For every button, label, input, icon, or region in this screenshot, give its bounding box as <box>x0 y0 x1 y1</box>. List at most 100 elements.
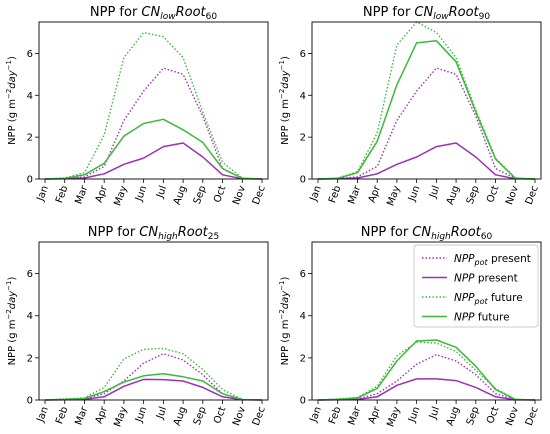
x-tick-label: Sep <box>465 405 482 426</box>
x-tick-label: Jan <box>35 405 51 424</box>
panel-title: NPP for CNlowRoot90 <box>363 5 491 22</box>
x-tick-label: May <box>112 184 129 207</box>
series-line-2 <box>44 378 263 401</box>
x-tick-label: Feb <box>54 405 70 425</box>
y-tick-label: 0 <box>27 396 33 407</box>
x-tick-label: Apr <box>94 183 111 204</box>
x-tick-label: Nov <box>504 405 521 427</box>
series-line-4 <box>44 118 263 180</box>
y-tick-label: 4 <box>300 91 306 102</box>
x-tick-label: Mar <box>73 404 90 426</box>
x-tick-label: Jul <box>427 184 442 200</box>
y-tick-label: 2 <box>27 133 33 144</box>
x-tick-label: Jul <box>154 405 169 421</box>
x-tick-label: Mar <box>73 183 90 205</box>
x-tick-label: Jun <box>133 405 149 424</box>
x-tick-label: Jul <box>427 405 442 421</box>
x-tick-label: Dec <box>251 184 268 206</box>
x-tick-label: May <box>112 405 129 428</box>
y-tick-label: 4 <box>300 311 306 322</box>
panel-4: NPP for CNhighRoot60 NPP (g m−2day−1) 0 2 4 6… <box>278 225 542 428</box>
series-line-1 <box>44 67 263 180</box>
y-axis-label: NPP (g m−2day−1) <box>278 276 291 365</box>
legend-label: NPP present <box>454 273 518 285</box>
plot-frame <box>311 241 542 401</box>
series-line-4 <box>317 40 536 180</box>
x-tick-label: Dec <box>524 405 541 427</box>
series-line-2 <box>317 142 536 180</box>
y-tick-label: 6 <box>27 49 33 60</box>
panel-1: NPP for CNlowRoot60 NPP (g m−2day−1) 0 2 4 6 J… <box>5 5 269 207</box>
x-tick-label: Sep <box>465 184 482 205</box>
y-tick-label: 6 <box>27 269 33 280</box>
x-tick-label: Jan <box>308 184 324 203</box>
x-tick-label: Oct <box>485 184 501 204</box>
x-tick-label: Feb <box>327 405 343 425</box>
x-tick-label: Jul <box>154 184 169 200</box>
x-tick-label: Sep <box>192 184 209 205</box>
legend-label: NPP future <box>454 312 510 324</box>
series-line-2 <box>317 378 536 401</box>
x-tick-label: Sep <box>192 405 209 426</box>
legend-box <box>413 244 539 328</box>
series-line-4 <box>317 339 536 401</box>
x-tick-label: Aug <box>445 405 462 427</box>
x-tick-label: May <box>385 405 402 428</box>
series-line-1 <box>317 67 536 180</box>
panel-2: NPP for CNlowRoot90 NPP (g m−2day−1) 0 2 4 6 J… <box>278 5 542 207</box>
legend-label: NPPpot future <box>454 292 523 306</box>
y-tick-label: 0 <box>300 396 306 407</box>
series-line-3 <box>317 341 536 401</box>
x-tick-label: Oct <box>212 405 228 425</box>
x-tick-label: Dec <box>524 184 541 206</box>
x-tick-label: Mar <box>346 404 363 426</box>
x-tick-label: Jun <box>406 184 422 203</box>
y-tick-label: 0 <box>300 175 306 186</box>
x-tick-label: Aug <box>445 184 462 206</box>
x-tick-label: Jan <box>308 405 324 424</box>
x-tick-label: Jan <box>35 184 51 203</box>
panel-title: NPP for CNhighRoot25 <box>88 225 219 242</box>
x-tick-label: Apr <box>94 404 111 425</box>
x-tick-label: Dec <box>251 405 268 427</box>
y-axis-label: NPP (g m−2day−1) <box>5 276 18 365</box>
panel-3: NPP for CNhighRoot25 NPP (g m−2day−1) 0 2 4 6… <box>5 225 269 428</box>
panel-title: NPP for CNhighRoot60 <box>361 225 493 242</box>
y-tick-label: 4 <box>27 91 33 102</box>
x-tick-label: Jun <box>406 405 422 424</box>
y-tick-label: 4 <box>27 311 33 322</box>
y-tick-label: 6 <box>300 49 306 60</box>
x-tick-label: Jun <box>133 184 149 203</box>
y-tick-label: 2 <box>300 353 306 364</box>
y-axis-label: NPP (g m−2day−1) <box>278 56 291 145</box>
x-tick-label: Oct <box>485 405 501 425</box>
x-tick-label: Nov <box>231 405 248 427</box>
x-tick-label: Aug <box>172 405 189 427</box>
x-tick-label: Feb <box>54 184 70 204</box>
x-tick-label: Apr <box>367 183 384 204</box>
plot-frame <box>38 241 269 401</box>
series-line-3 <box>44 31 263 180</box>
x-tick-label: Nov <box>231 184 248 206</box>
y-tick-label: 0 <box>27 175 33 186</box>
panel-title: NPP for CNlowRoot60 <box>90 5 218 22</box>
plot-frame <box>38 21 269 180</box>
x-tick-label: Feb <box>327 184 343 204</box>
y-tick-label: 2 <box>300 133 306 144</box>
series-line-1 <box>44 353 263 401</box>
x-tick-label: Mar <box>346 183 363 205</box>
legend-label: NPPpot present <box>454 253 531 267</box>
x-tick-label: Apr <box>367 404 384 425</box>
series-line-3 <box>317 21 536 180</box>
y-axis-label: NPP (g m−2day−1) <box>5 56 18 145</box>
series-line-2 <box>44 142 263 180</box>
y-tick-label: 2 <box>27 353 33 364</box>
y-tick-label: 6 <box>300 269 306 280</box>
series-line-4 <box>44 372 263 401</box>
x-tick-label: Nov <box>504 184 521 206</box>
x-tick-label: May <box>385 184 402 207</box>
plot-frame <box>311 21 542 180</box>
x-tick-label: Aug <box>172 184 189 206</box>
legend: NPPpot present NPP present NPPpot future NP… <box>413 244 539 328</box>
